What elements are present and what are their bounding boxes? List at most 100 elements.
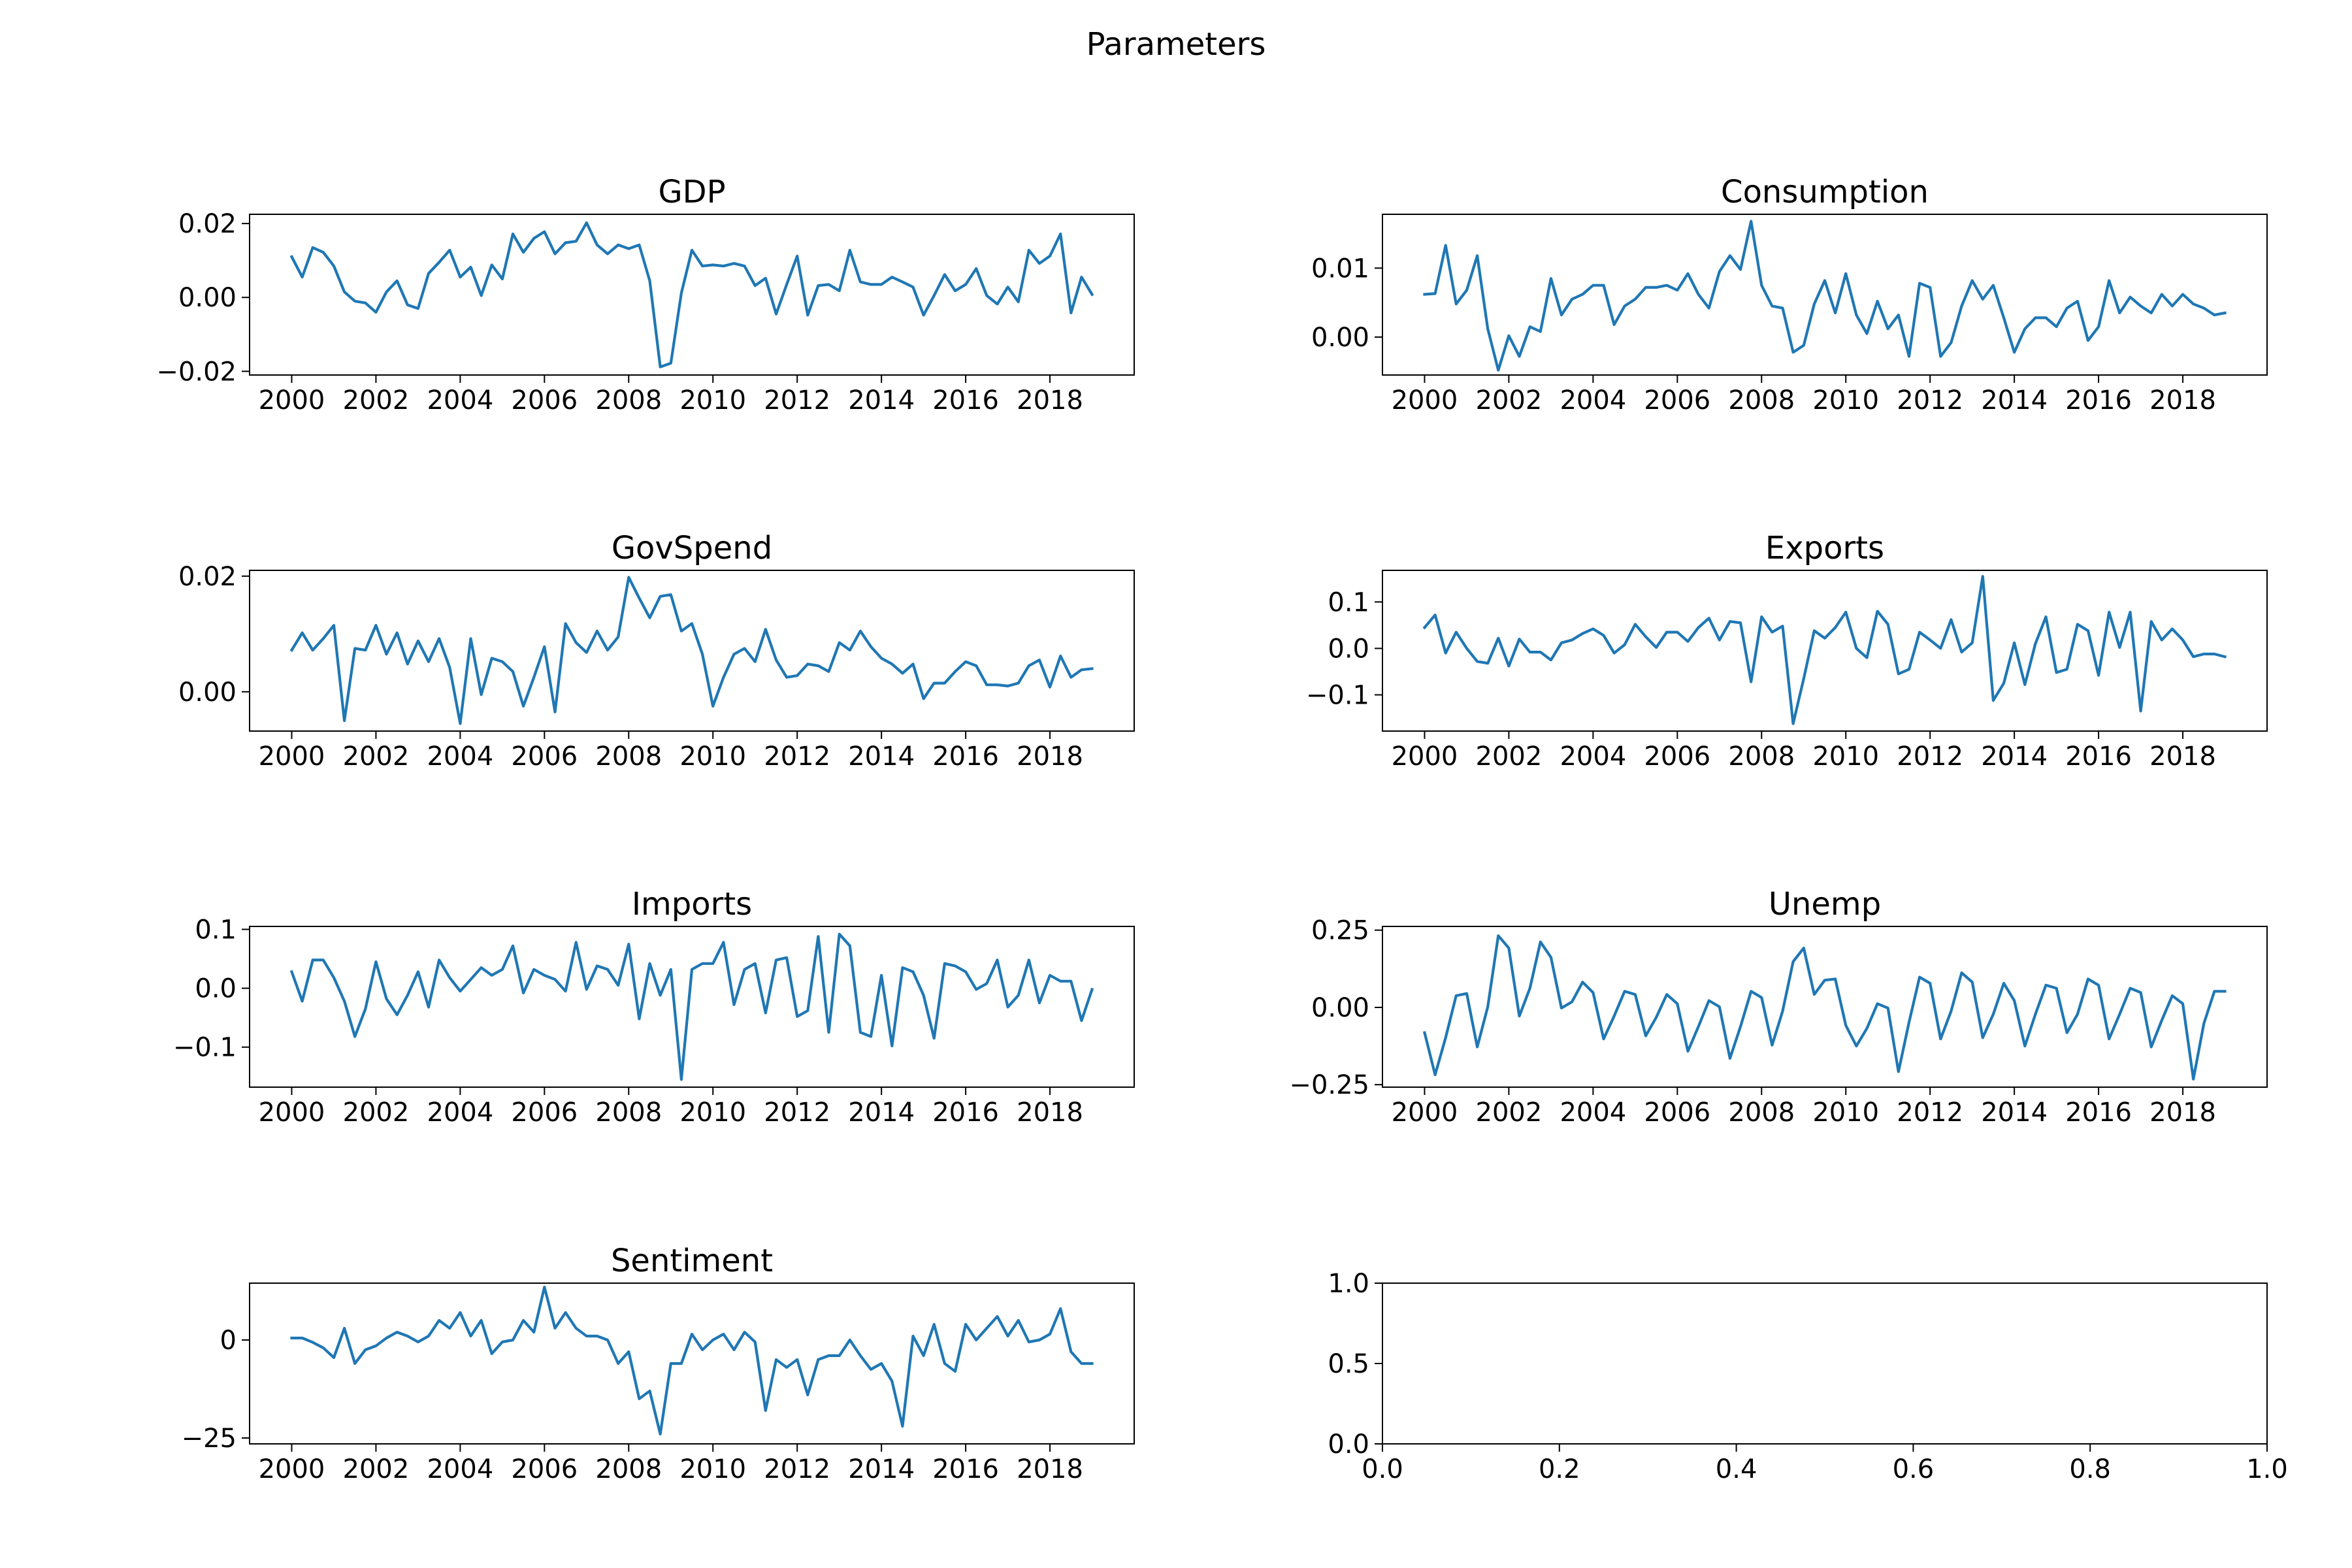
- x-tick-label: 2012: [764, 1454, 830, 1484]
- subplot-title: Unemp: [1769, 886, 1881, 923]
- x-tick-label: 2002: [343, 742, 410, 772]
- x-tick-label: 0.0: [1362, 1454, 1403, 1484]
- subplot-consumption: Consumption 2000 2002 2004 2006 2008 2010 2012 2…: [1311, 174, 2268, 416]
- x-tick-label: 2002: [343, 385, 410, 416]
- y-tick-label: 0.02: [178, 209, 237, 239]
- x-tick-label: 0.8: [2069, 1454, 2111, 1484]
- x-tick-label: 2000: [1392, 1098, 1458, 1128]
- y-tick-label: 0: [220, 1326, 237, 1356]
- y-tick-label: 0.1: [195, 915, 237, 945]
- y-tick-label: 0.01: [1311, 253, 1369, 284]
- series-line: [1422, 934, 2227, 1081]
- x-tick-label: 2016: [2065, 1098, 2132, 1128]
- y-tick-label: 1.0: [1328, 1269, 1369, 1299]
- series-line: [289, 576, 1094, 725]
- x-tick-label: 2004: [1560, 1098, 1626, 1128]
- axes-frame: [1382, 570, 2268, 732]
- x-tick-label: 2018: [1017, 742, 1083, 772]
- series-line: [1422, 575, 2227, 725]
- y-tick-label: 0.00: [178, 283, 237, 313]
- axes-frame: [249, 214, 1135, 376]
- x-tick-label: 2014: [848, 1454, 915, 1484]
- x-tick-label: 2016: [932, 1454, 999, 1484]
- series-line: [1423, 220, 2227, 372]
- x-tick-label: 2004: [427, 742, 493, 772]
- x-tick-label: 2012: [764, 1098, 830, 1128]
- subplot-unemp: Unemp 2000 2002 2004 2006 2008 2010 2012 2014 201…: [1289, 886, 2268, 1128]
- x-tick-label: 0.4: [1716, 1454, 1757, 1484]
- subplot-empty: 0.0 0.2 0.4 0.6 0.8 1.0 0.0 0.5 1.0: [1328, 1269, 2287, 1484]
- x-tick-label: 2012: [1897, 742, 1963, 772]
- y-tick-label: −0.25: [1289, 1070, 1369, 1100]
- y-tick-label: −0.1: [1306, 681, 1369, 711]
- x-tick-label: 2002: [1476, 385, 1543, 416]
- x-tick-label: 2004: [427, 1098, 493, 1128]
- x-tick-label: 2012: [764, 742, 830, 772]
- subplot-grid: GDP 2000 2002 2004 2006 2008 2010 2012 2014 2016 2…: [156, 174, 2287, 1484]
- subplot-exports: Exports 2000 2002 2004 2006 2008 2010 2012 2014 2…: [1306, 530, 2268, 772]
- x-tick-label: 2008: [1728, 742, 1795, 772]
- x-tick-label: 2002: [343, 1098, 410, 1128]
- x-tick-label: 2010: [679, 385, 746, 416]
- subplot-sentiment: Sentiment 2000 2002 2004 2006 2008 2010 2012 201…: [182, 1243, 1135, 1484]
- x-tick-label: 2016: [2065, 385, 2132, 416]
- x-tick-label: 2010: [1812, 742, 1879, 772]
- subplot-gdp: GDP 2000 2002 2004 2006 2008 2010 2012 2014 2016 2…: [156, 174, 1135, 416]
- x-tick-label: 2006: [1644, 385, 1710, 416]
- x-tick-label: 2012: [1897, 385, 1963, 416]
- x-tick-label: 2000: [259, 385, 325, 416]
- x-tick-label: 2008: [595, 1098, 662, 1128]
- x-tick-label: 2006: [511, 1098, 578, 1128]
- x-tick-label: 2010: [679, 1454, 746, 1484]
- y-tick-label: 0.5: [1328, 1349, 1369, 1379]
- x-tick-label: 2002: [1476, 1098, 1543, 1128]
- x-tick-label: 2002: [1476, 742, 1543, 772]
- subplot-title: Sentiment: [611, 1243, 773, 1279]
- x-tick-label: 2000: [259, 742, 325, 772]
- subplot-title: GDP: [658, 174, 725, 210]
- x-tick-label: 2006: [511, 742, 578, 772]
- x-tick-label: 2018: [1017, 1098, 1083, 1128]
- x-tick-label: 2012: [764, 385, 830, 416]
- x-tick-label: 2004: [427, 1454, 493, 1484]
- x-tick-label: 2018: [2149, 1098, 2216, 1128]
- x-tick-label: 2016: [932, 742, 999, 772]
- x-tick-label: 1.0: [2246, 1454, 2288, 1484]
- x-tick-label: 2000: [1392, 742, 1458, 772]
- x-tick-label: 2016: [932, 385, 999, 416]
- y-tick-label: 0.00: [178, 678, 237, 708]
- x-tick-label: 2016: [932, 1098, 999, 1128]
- series-line: [289, 221, 1094, 368]
- y-tick-label: 0.25: [1311, 916, 1369, 946]
- x-tick-label: 2010: [1812, 385, 1879, 416]
- series-line: [290, 1285, 1094, 1436]
- x-tick-label: 2010: [1812, 1098, 1879, 1128]
- y-tick-label: 0.00: [1311, 323, 1369, 353]
- y-tick-label: 0.0: [1328, 1429, 1369, 1460]
- subplot-title: GovSpend: [612, 530, 772, 566]
- x-tick-label: 2010: [679, 742, 746, 772]
- x-tick-label: 2008: [595, 385, 662, 416]
- x-tick-label: 2004: [1560, 385, 1626, 416]
- x-tick-label: 2014: [848, 1098, 915, 1128]
- x-tick-label: 2018: [1017, 385, 1083, 416]
- y-tick-label: 0.0: [195, 974, 237, 1004]
- series-line: [289, 932, 1094, 1081]
- x-tick-label: 2006: [1644, 1098, 1710, 1128]
- x-tick-label: 2000: [259, 1454, 325, 1484]
- x-tick-label: 2016: [2065, 742, 2132, 772]
- x-tick-label: 0.6: [1893, 1454, 1935, 1484]
- subplot-imports: Imports 2000 2002 2004 2006 2008 2010 2012 2014 2…: [173, 886, 1135, 1128]
- x-tick-label: 2014: [848, 385, 915, 416]
- y-tick-label: −25: [182, 1424, 237, 1454]
- x-tick-label: 2006: [511, 385, 578, 416]
- y-tick-label: 0.1: [1328, 587, 1369, 617]
- axes-frame: [249, 570, 1135, 732]
- axes-frame: [249, 1282, 1135, 1445]
- x-tick-label: 2004: [1560, 742, 1626, 772]
- x-tick-label: 2006: [511, 1454, 578, 1484]
- y-tick-label: 0.0: [1328, 634, 1369, 664]
- x-tick-label: 2014: [1981, 1098, 2048, 1128]
- x-tick-label: 2008: [1728, 385, 1795, 416]
